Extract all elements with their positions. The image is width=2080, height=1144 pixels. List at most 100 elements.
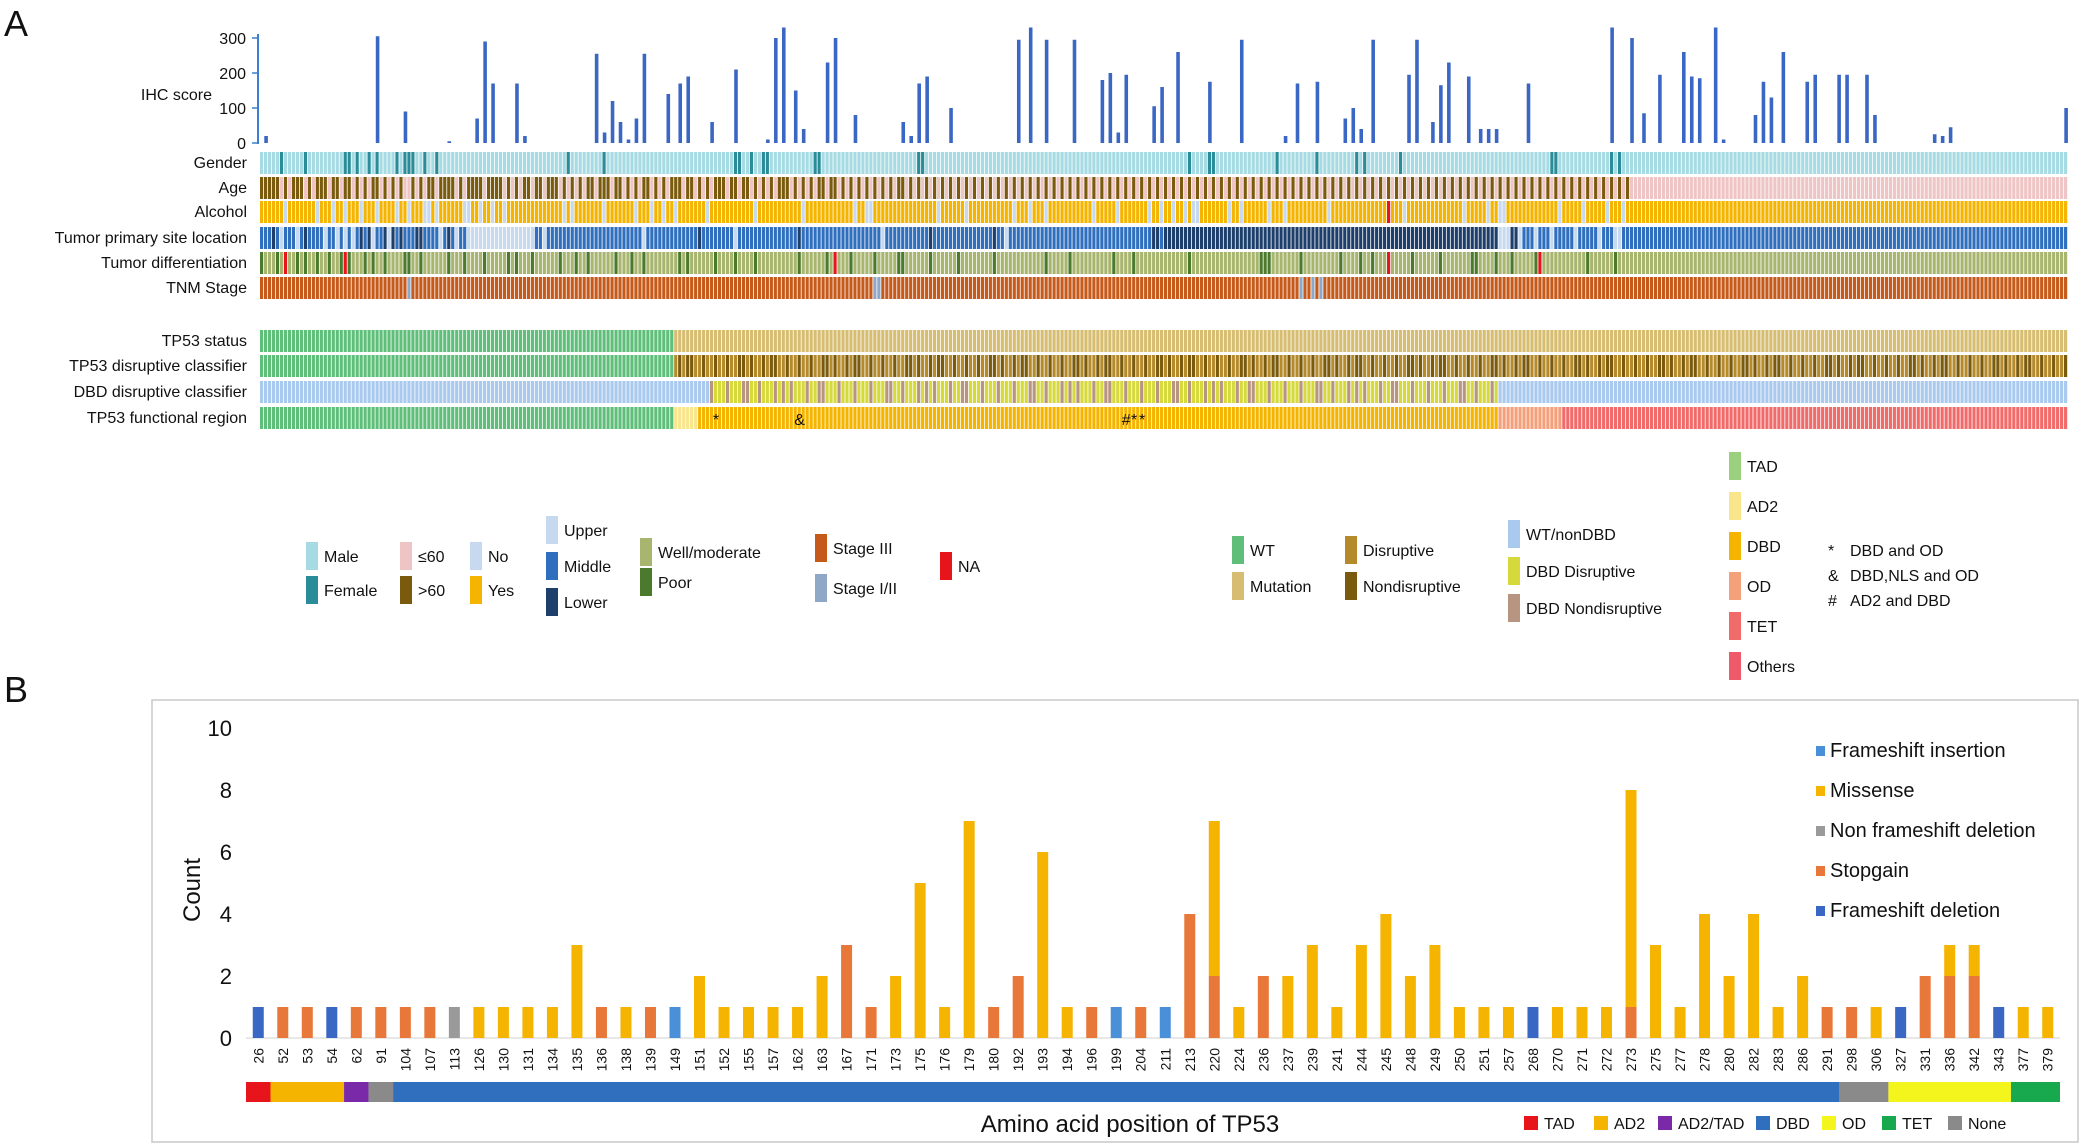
track-cell (1128, 252, 1132, 274)
track-cell (1729, 201, 1733, 223)
track-cell (1136, 201, 1140, 223)
track-cell (375, 381, 379, 403)
track-cell (634, 227, 638, 249)
track-cell (479, 277, 483, 299)
track-cell (355, 355, 359, 377)
track-cell (1594, 201, 1598, 223)
track-cell (1844, 355, 1849, 377)
track-cell (1144, 407, 1148, 429)
track-cell (1359, 227, 1363, 249)
track-cell (1394, 381, 1399, 403)
track-cell (1614, 252, 1618, 274)
track-cell (1729, 177, 1733, 199)
track-cell (630, 277, 634, 299)
track-cell (1458, 355, 1462, 377)
track-cell (1693, 330, 1697, 352)
b-xtick-label: 280 (1721, 1048, 1737, 1072)
track-cell (1164, 252, 1168, 274)
track-cell (1833, 407, 1837, 429)
track-cell (2012, 252, 2016, 274)
ihc-bar (1658, 74, 1662, 143)
track-cell (1769, 177, 1773, 199)
track-cell (1080, 355, 1084, 377)
track-cell (2032, 177, 2036, 199)
track-cell (933, 152, 937, 174)
track-cell (355, 227, 359, 249)
track-cell (411, 355, 415, 377)
track-cell (1737, 355, 1741, 377)
track-cell (976, 277, 981, 299)
track-cell (260, 381, 264, 403)
track-cell (1570, 355, 1574, 377)
track-cell (1351, 177, 1355, 199)
track-cell (1474, 407, 1478, 429)
track-cell (610, 355, 614, 377)
track-cell (1394, 227, 1399, 249)
track-cell (1490, 277, 1494, 299)
track-cell (1809, 177, 1813, 199)
ihc-ytick-label: 200 (219, 66, 246, 83)
track-cell (682, 252, 686, 274)
track-cell (1681, 330, 1685, 352)
track-cell (2008, 355, 2012, 377)
track-cell (845, 407, 849, 429)
track-cell (594, 252, 598, 274)
track-cell (554, 355, 558, 377)
track-cell (706, 381, 710, 403)
track-cell (614, 252, 618, 274)
track-cell (287, 177, 292, 199)
track-cell (1681, 152, 1685, 174)
track-cell (439, 381, 443, 403)
track-cell (845, 152, 849, 174)
track-cell (1255, 330, 1259, 352)
track-cell (471, 277, 475, 299)
track-cell (1446, 330, 1450, 352)
track-cell (1239, 381, 1243, 403)
track-cell (403, 177, 407, 199)
track-cell (1466, 381, 1470, 403)
track-cell (1195, 201, 1200, 223)
legend-swatch (546, 588, 558, 616)
track-cell (1243, 277, 1247, 299)
track-cell (729, 152, 734, 174)
track-cell (1514, 177, 1518, 199)
b-xtick-label: 342 (1966, 1048, 1982, 1072)
track-cell (1227, 152, 1231, 174)
track-cell (542, 355, 546, 377)
track-cell (737, 227, 742, 249)
track-cell (1928, 252, 1932, 274)
track-cell (279, 355, 284, 377)
track-cell (1299, 381, 1303, 403)
track-cell (2020, 407, 2024, 429)
track-cell (467, 252, 471, 274)
track-cell (1207, 252, 1211, 274)
track-cell (371, 152, 375, 174)
track-cell (1343, 355, 1347, 377)
track-cell (1454, 277, 1458, 299)
track-cell (670, 330, 674, 352)
track-cell (411, 252, 415, 274)
track-cell (1482, 330, 1486, 352)
track-cell (283, 252, 288, 274)
track-cell (267, 407, 272, 429)
track-cell (793, 381, 797, 403)
track-cell (1295, 201, 1299, 223)
track-cell (1713, 277, 1717, 299)
track-cell (1936, 177, 1940, 199)
track-cell (1020, 252, 1024, 274)
track-cell (1450, 201, 1454, 223)
track-cell (1586, 355, 1590, 377)
track-cell (1956, 407, 1960, 429)
legend-swatch (640, 568, 652, 596)
track-cell (1988, 252, 1992, 274)
track-cell (1514, 152, 1518, 174)
track-cell (1745, 152, 1749, 174)
track-cell (299, 201, 304, 223)
ihc-bar (1845, 74, 1849, 143)
b-xtick-label: 53 (299, 1048, 315, 1064)
track-cell (789, 330, 793, 352)
track-cell (933, 252, 937, 274)
track-cell (518, 355, 523, 377)
track-cell (674, 252, 678, 274)
track-cell (1848, 252, 1853, 274)
